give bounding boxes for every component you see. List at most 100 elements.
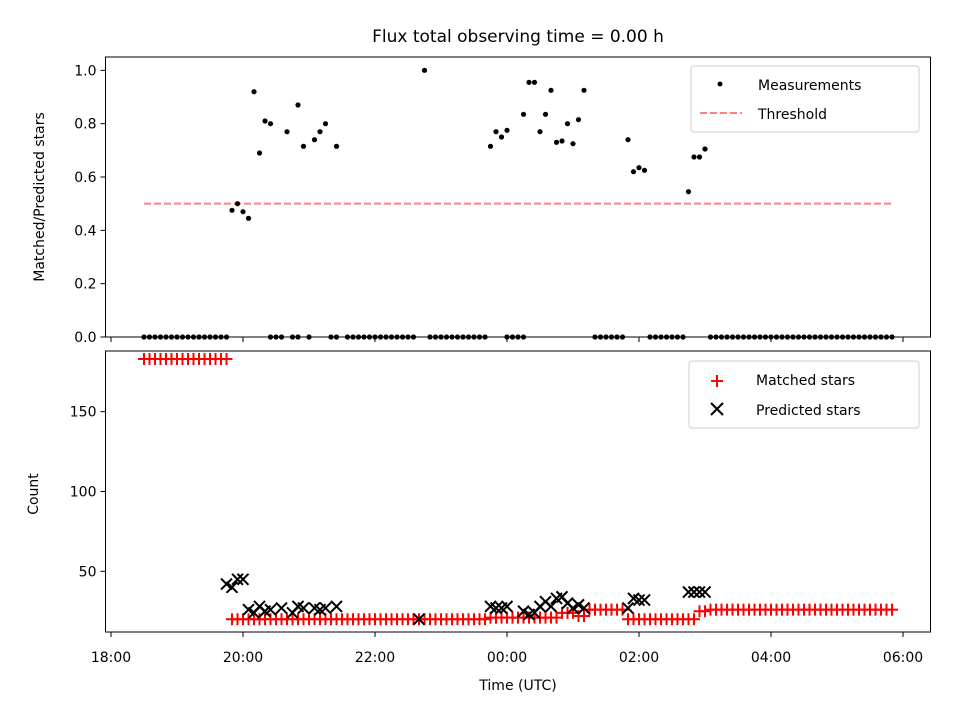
predicted-star-marker xyxy=(544,600,558,613)
top-y-tick-label: 0.4 xyxy=(74,223,96,239)
matched-star-marker xyxy=(699,605,711,618)
measurement-point xyxy=(300,143,307,149)
matched-star-marker xyxy=(479,613,491,626)
measurement-point xyxy=(267,121,274,127)
legend-threshold-label: Threshold xyxy=(757,107,827,123)
legend-measurements-marker xyxy=(717,81,723,87)
measurement-point xyxy=(570,141,576,147)
measurement-point xyxy=(229,207,235,213)
matched-star-marker xyxy=(886,603,898,616)
bottom-legend-box xyxy=(688,360,920,429)
measurement-point xyxy=(317,129,323,135)
top-x-ticks xyxy=(110,337,904,342)
measurement-point xyxy=(630,169,637,175)
measurement-point xyxy=(322,121,329,127)
measurement-point xyxy=(262,118,268,124)
measurement-point xyxy=(520,111,527,117)
top-y-tick-label: 0.8 xyxy=(74,117,96,133)
measurement-point xyxy=(251,89,257,95)
top-legend-box xyxy=(690,65,920,133)
measurement-point xyxy=(537,129,543,135)
legend-measurements-label: Measurements xyxy=(758,78,861,94)
bottom-x-ticks: 18:00 20:00 22:00 00:00 02:00 04:00 06:00 xyxy=(91,632,923,666)
bottom-x-axis-label: Time (UTC) xyxy=(478,678,556,694)
bottom-y-axis-label: Count xyxy=(26,473,42,515)
bottom-x-tick-label: 22:00 xyxy=(355,650,395,666)
top-y-ticks: 0.0 0.2 0.4 0.6 0.8 1.0 xyxy=(74,63,106,346)
measurement-point xyxy=(311,137,318,143)
legend-predicted-label: Predicted stars xyxy=(756,403,861,419)
predicted-star-marker xyxy=(693,585,706,599)
predicted-star-marker xyxy=(264,603,277,616)
measurement-point xyxy=(625,137,631,143)
bottom-x-tick-label: 18:00 xyxy=(91,650,131,666)
top-y-tick-label: 1.0 xyxy=(74,63,96,79)
predicted-star-marker xyxy=(638,593,651,607)
top-y-axis-label: Matched/Predicted stars xyxy=(32,112,48,282)
matched-star-marker xyxy=(688,613,700,626)
measurement-point xyxy=(487,143,494,149)
measurement-point xyxy=(553,139,560,145)
measurement-point xyxy=(295,102,301,108)
bottom-x-tick-label: 06:00 xyxy=(883,650,923,666)
measurement-point xyxy=(240,209,246,215)
measurement-point xyxy=(493,129,499,135)
legend-predicted-marker xyxy=(710,402,724,416)
bottom-x-tick-label: 02:00 xyxy=(619,650,659,666)
top-y-tick-label: 0.0 xyxy=(74,330,96,346)
top-panel: 0.0 0.2 0.4 0.6 0.8 1.0 Matched/Predicted sta… xyxy=(32,56,931,346)
bottom-x-tick-label: 20:00 xyxy=(223,650,263,666)
predicted-star-marker xyxy=(231,573,244,586)
measurement-point xyxy=(696,154,703,160)
matched-star-marker xyxy=(220,352,233,365)
bottom-x-tick-label: 04:00 xyxy=(751,650,791,666)
measurement-point xyxy=(636,165,642,171)
bottom-x-tick-label: 00:00 xyxy=(487,650,527,666)
predicted-star-marker xyxy=(319,601,332,615)
measurement-point xyxy=(542,111,549,117)
bottom-plot-area xyxy=(138,352,898,626)
measurement-point xyxy=(685,189,692,195)
measurement-point xyxy=(575,117,582,123)
measurement-point xyxy=(245,215,252,221)
measurement-point xyxy=(581,87,587,93)
measurement-point xyxy=(564,121,571,127)
measurement-point xyxy=(531,79,538,85)
measurement-point xyxy=(284,129,290,135)
top-y-tick-label: 0.2 xyxy=(74,277,96,293)
predicted-star-marker xyxy=(577,601,591,615)
legend-matched-marker xyxy=(711,375,723,387)
predicted-star-marker xyxy=(275,601,288,615)
predicted-star-marker xyxy=(621,601,635,615)
top-y-tick-label: 0.6 xyxy=(74,170,96,186)
measurement-point xyxy=(333,143,340,149)
bottom-y-ticks: 50 100 150 xyxy=(70,405,106,580)
predicted-star-marker xyxy=(225,581,239,594)
measurement-point xyxy=(702,146,708,152)
predicted-star-marker xyxy=(682,585,695,599)
predicted-star-marker xyxy=(500,600,514,613)
measurement-point xyxy=(691,154,697,160)
measurement-point xyxy=(641,167,648,173)
predicted-star-marker xyxy=(236,573,250,586)
measurement-point xyxy=(256,150,263,156)
bottom-legend: Matched stars Predicted stars xyxy=(688,360,920,429)
bottom-y-tick-label: 50 xyxy=(79,564,97,580)
top-legend: Measurements Threshold xyxy=(690,65,920,133)
predicted-star-marker xyxy=(297,601,310,615)
legend-matched-label: Matched stars xyxy=(756,373,855,389)
measurement-point xyxy=(504,127,510,133)
predicted-star-marker xyxy=(698,585,712,599)
predicted-star-marker xyxy=(632,593,646,607)
measurement-point xyxy=(421,67,428,73)
measurement-point xyxy=(548,87,554,93)
bottom-y-tick-label: 100 xyxy=(70,485,97,501)
bottom-y-tick-label: 150 xyxy=(70,405,97,421)
figure-title: Flux total observing time = 0.00 h xyxy=(372,27,664,47)
measurement-point xyxy=(234,201,241,207)
measurement-point xyxy=(526,79,532,85)
top-axes-frame xyxy=(105,56,931,338)
measurement-point xyxy=(559,138,565,144)
bottom-panel: 50 100 150 18:00 20:00 22:00 00:00 02:00 04:00 0… xyxy=(26,350,931,694)
